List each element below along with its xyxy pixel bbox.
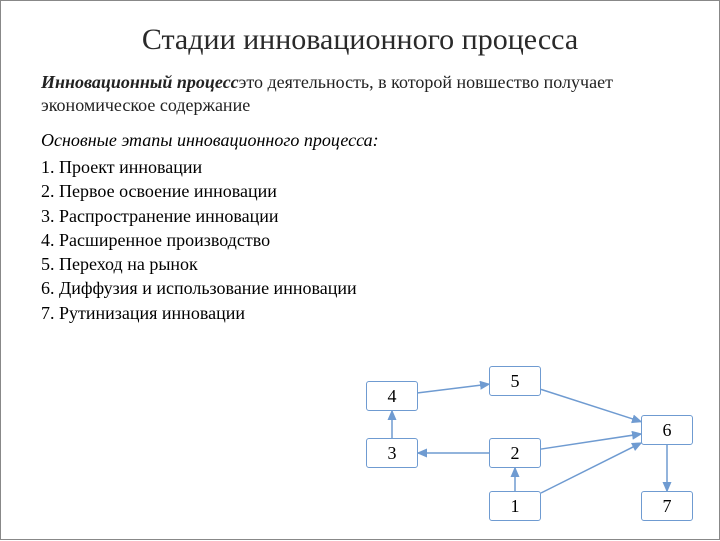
stage-item: 2. Первое освоение инновации — [41, 179, 679, 203]
diagram-node-1: 1 — [489, 491, 541, 521]
stage-number: 2. — [41, 181, 59, 201]
stages-subheading: Основные этапы инновационного процесса: — [41, 130, 679, 151]
edge-1-6 — [541, 443, 641, 493]
stages-list: 1. Проект инновации2. Первое освоение ин… — [41, 155, 679, 325]
stage-item: 6. Диффузия и использование инновации — [41, 276, 679, 300]
edge-4-5 — [418, 384, 489, 393]
stage-item: 5. Переход на рынок — [41, 252, 679, 276]
stage-number: 7. — [41, 303, 59, 323]
edge-2-6 — [541, 434, 641, 449]
stage-text: Переход на рынок — [59, 254, 198, 274]
stage-item: 1. Проект инновации — [41, 155, 679, 179]
stage-number: 6. — [41, 278, 59, 298]
stage-number: 1. — [41, 157, 59, 177]
stage-text: Рутинизация инновации — [59, 303, 245, 323]
stage-text: Расширенное производство — [59, 230, 270, 250]
page-title: Стадии инновационного процесса — [41, 23, 679, 57]
stage-item: 3. Распространение инновации — [41, 204, 679, 228]
definition: Инновационный процессэто деятельность, в… — [41, 71, 679, 116]
stage-text: Проект инновации — [59, 157, 202, 177]
stage-item: 4. Расширенное производство — [41, 228, 679, 252]
diagram-node-6: 6 — [641, 415, 693, 445]
stage-item: 7. Рутинизация инновации — [41, 301, 679, 325]
diagram-node-2: 2 — [489, 438, 541, 468]
diagram-node-4: 4 — [366, 381, 418, 411]
stage-text: Первое освоение инновации — [59, 181, 277, 201]
diagram-node-3: 3 — [366, 438, 418, 468]
edge-5-6 — [541, 389, 641, 421]
stage-number: 3. — [41, 206, 59, 226]
stage-text: Распространение инновации — [59, 206, 279, 226]
slide: Стадии инновационного процесса Инновацио… — [0, 0, 720, 540]
stage-number: 5. — [41, 254, 59, 274]
stage-text: Диффузия и использование инновации — [59, 278, 357, 298]
stage-number: 4. — [41, 230, 59, 250]
definition-term: Инновационный процесс — [41, 72, 239, 92]
diagram-node-7: 7 — [641, 491, 693, 521]
diagram-node-5: 5 — [489, 366, 541, 396]
